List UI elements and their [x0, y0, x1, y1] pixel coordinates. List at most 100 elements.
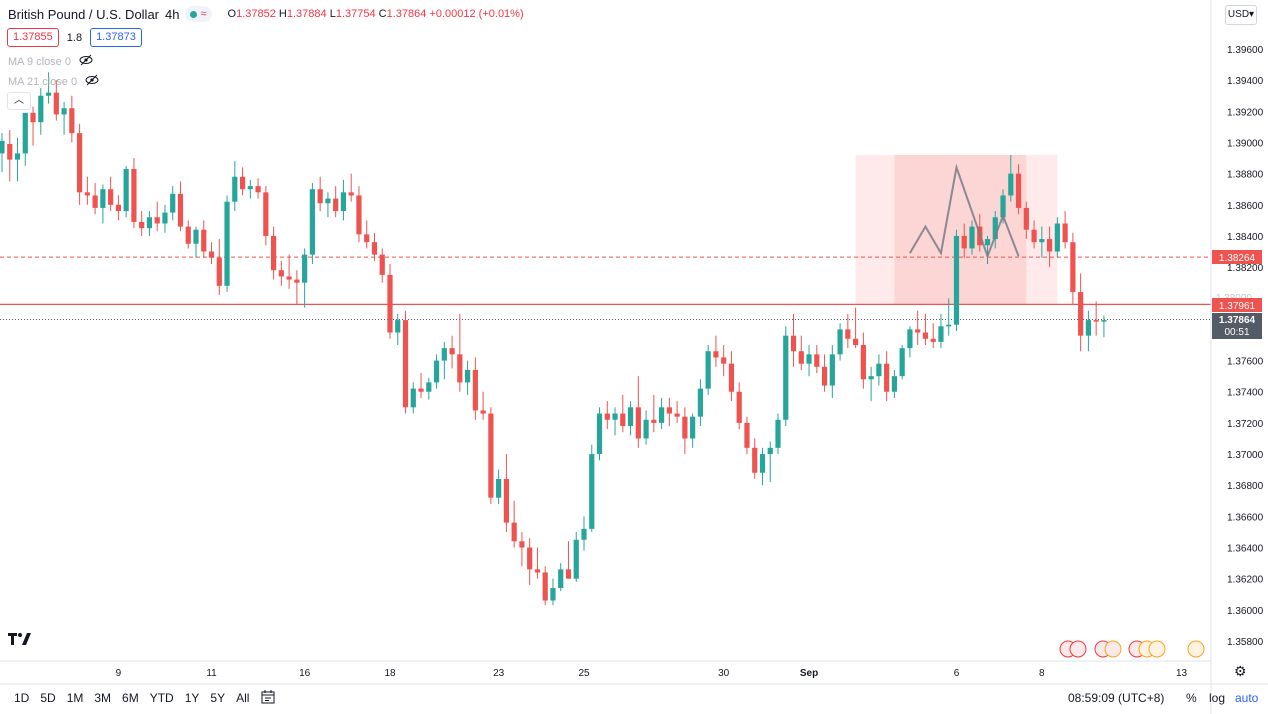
eye-hidden-icon[interactable]: [85, 74, 99, 89]
candle-body: [946, 324, 952, 327]
x-tick-label: 23: [493, 668, 505, 679]
candle-body: [410, 388, 416, 408]
candle-body: [759, 454, 766, 473]
percent-toggle[interactable]: %: [1186, 691, 1197, 705]
candle-body: [356, 195, 362, 235]
candle-body: [465, 369, 471, 383]
candle-body: [767, 447, 773, 455]
price-axis[interactable]: 1.39600 1.39400 1.39200 1.39000 1.38800 1.386…: [1227, 45, 1264, 648]
range-3m-button[interactable]: 3M: [94, 691, 112, 705]
log-toggle[interactable]: log: [1209, 691, 1226, 705]
range-5d-button[interactable]: 5D: [40, 691, 56, 705]
x-tick-label: 30: [718, 668, 730, 679]
candle-body: [783, 335, 789, 420]
symbol-name[interactable]: British Pound / U.S. Dollar: [8, 6, 160, 22]
candle-body: [364, 234, 370, 243]
candle-body: [907, 329, 913, 349]
buy-button[interactable]: 1.37873: [90, 28, 142, 47]
sell-button[interactable]: 1.37855: [7, 28, 59, 47]
candle-body: [853, 338, 859, 345]
tradingview-logo-icon[interactable]: [8, 632, 32, 652]
indicator-ma9[interactable]: MA 9 close 0: [8, 54, 93, 69]
symbol-interval[interactable]: 4h: [165, 6, 180, 22]
candle-body: [0, 140, 5, 154]
economic-events[interactable]: [1059, 640, 1205, 658]
range-6m-button[interactable]: 6M: [122, 691, 139, 705]
low-label: L: [329, 8, 336, 20]
collapse-legend-button[interactable]: ︿: [7, 92, 31, 110]
candle-body: [969, 226, 975, 249]
event-flag-icon[interactable]: [1104, 640, 1122, 658]
range-1m-button[interactable]: 1M: [66, 691, 84, 705]
y-tick-label: 1.39200: [1227, 107, 1264, 118]
candle-body: [1062, 223, 1068, 243]
goto-date-icon[interactable]: [261, 690, 275, 707]
clock-time[interactable]: 08:59:09 (UTC+8): [1068, 691, 1165, 705]
auto-scale-toggle[interactable]: auto: [1235, 691, 1259, 705]
candle-body: [278, 270, 284, 277]
candle-body: [1070, 242, 1076, 293]
candle-body: [45, 92, 52, 96]
candle-body: [837, 329, 843, 355]
candle-body: [612, 413, 618, 420]
y-tick-label: 1.38400: [1227, 232, 1264, 243]
candle-body: [953, 235, 960, 325]
candle-body: [651, 419, 657, 423]
candle-body: [752, 447, 758, 473]
candle-body: [333, 198, 339, 212]
candle-body: [728, 363, 735, 392]
head-shoulders-line[interactable]: [909, 163, 1020, 260]
range-5y-button[interactable]: 5Y: [210, 691, 226, 705]
candle-body: [162, 212, 168, 224]
high-label: H: [278, 8, 287, 20]
candle-body: [984, 239, 991, 246]
candle-body: [77, 133, 83, 193]
candle-body: [573, 539, 579, 579]
candle-body: [38, 95, 44, 123]
candle-body: [294, 279, 300, 283]
event-flag-icon[interactable]: [1187, 640, 1205, 658]
y-tick-label: 1.36600: [1227, 512, 1264, 523]
range-1y-button[interactable]: 1Y: [184, 691, 200, 705]
candle-body: [519, 541, 525, 548]
candle-body: [915, 329, 921, 333]
price-tags: 1.38264 1.38000 1.37961 1.37864 00:51: [1212, 250, 1262, 339]
candle-body: [488, 413, 494, 498]
event-flag-icon[interactable]: [1069, 640, 1087, 658]
candle-body: [418, 388, 424, 392]
candle-body: [775, 419, 781, 448]
candle-body: [1047, 239, 1053, 252]
settings-gear-icon[interactable]: ⚙: [1234, 663, 1247, 679]
candle-body: [61, 108, 67, 115]
candle-body: [627, 407, 634, 427]
open-label: O: [227, 8, 237, 20]
candle-body: [891, 376, 897, 392]
range-all-button[interactable]: All: [236, 691, 250, 705]
candle-body: [84, 192, 90, 196]
range-1d-button[interactable]: 1D: [14, 691, 30, 705]
candle-body: [1085, 320, 1091, 336]
market-status[interactable]: ≈: [185, 6, 212, 22]
candle-body: [643, 419, 649, 439]
indicator-ma21[interactable]: MA 21 close 0: [8, 74, 99, 89]
candle-body: [185, 226, 191, 244]
range-ytd-button[interactable]: YTD: [149, 691, 174, 705]
candle-body: [845, 329, 851, 339]
event-flag-icon[interactable]: [1148, 640, 1166, 658]
ohlc-values: O1.37852 H1.37884 L1.37754 C1.37864 +0.0…: [228, 8, 524, 20]
candle-body: [992, 217, 998, 240]
candle-body: [496, 478, 502, 498]
eye-hidden-icon[interactable]: [79, 54, 93, 69]
candle-body: [224, 201, 230, 286]
time-axis[interactable]: 9 11 16 18 23 25 30 Sep 6 8 13: [116, 668, 1188, 679]
candle-body: [7, 144, 13, 160]
x-tick-label: 9: [116, 668, 122, 679]
y-tick-label: 1.36000: [1227, 606, 1264, 617]
candle-body: [938, 326, 944, 342]
pattern-line: [909, 163, 1020, 260]
currency-button[interactable]: USD▾: [1225, 5, 1257, 25]
y-tick-label: 1.38200: [1227, 263, 1264, 274]
x-tick-label: 13: [1176, 668, 1188, 679]
close-value: 1.37864: [386, 8, 427, 20]
